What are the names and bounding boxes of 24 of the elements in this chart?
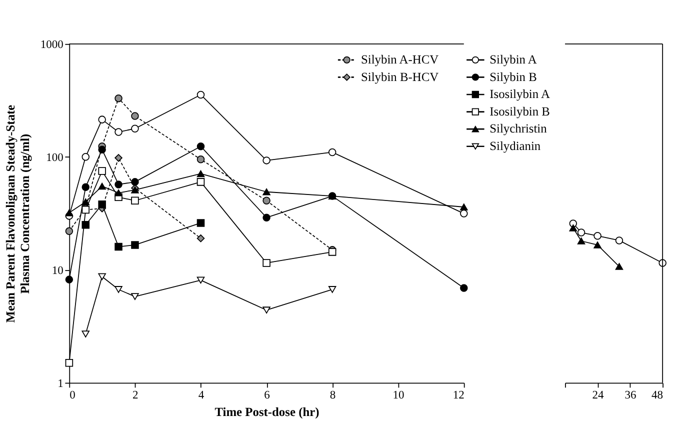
legend-label: Silybin B-HCV (361, 70, 439, 84)
x-axis-title: Time Post-dose (hr) (214, 405, 320, 420)
legend-label: Isosilybin B (490, 104, 550, 118)
x-tick-label: 48 (652, 389, 664, 402)
x-tick-label: 0 (70, 389, 76, 402)
legend-label: Silybin A-HCV (361, 52, 439, 66)
x-tick-label: 2 (132, 389, 139, 402)
y-axis-title: Mean Parent Flavonolignan Steady-State Plasma Concentration (ng/ml) (4, 104, 32, 323)
x-tick-label: 36 (624, 389, 637, 402)
y-tick-label: 1 (58, 378, 64, 390)
x-tick-label: 8 (330, 389, 336, 402)
y-tick-label: 100 (46, 152, 64, 164)
legend-label: Isosilybin A (490, 87, 550, 102)
y-tick-label: 1000 (40, 38, 64, 51)
y-tick-label: 10 (52, 264, 64, 277)
x-tick-label: 24 (592, 389, 604, 402)
legend-label: Silychristin (490, 122, 548, 136)
legend-label: Silybin B (490, 70, 537, 84)
x-tick-label: 10 (392, 389, 405, 402)
x-tick-label: 12 (452, 389, 465, 402)
x-tick-label: 6 (264, 389, 270, 402)
x-tick-label: 4 (198, 389, 204, 402)
legend-label: Silybin A (490, 52, 537, 66)
legend-label: Silydianin (490, 138, 542, 153)
